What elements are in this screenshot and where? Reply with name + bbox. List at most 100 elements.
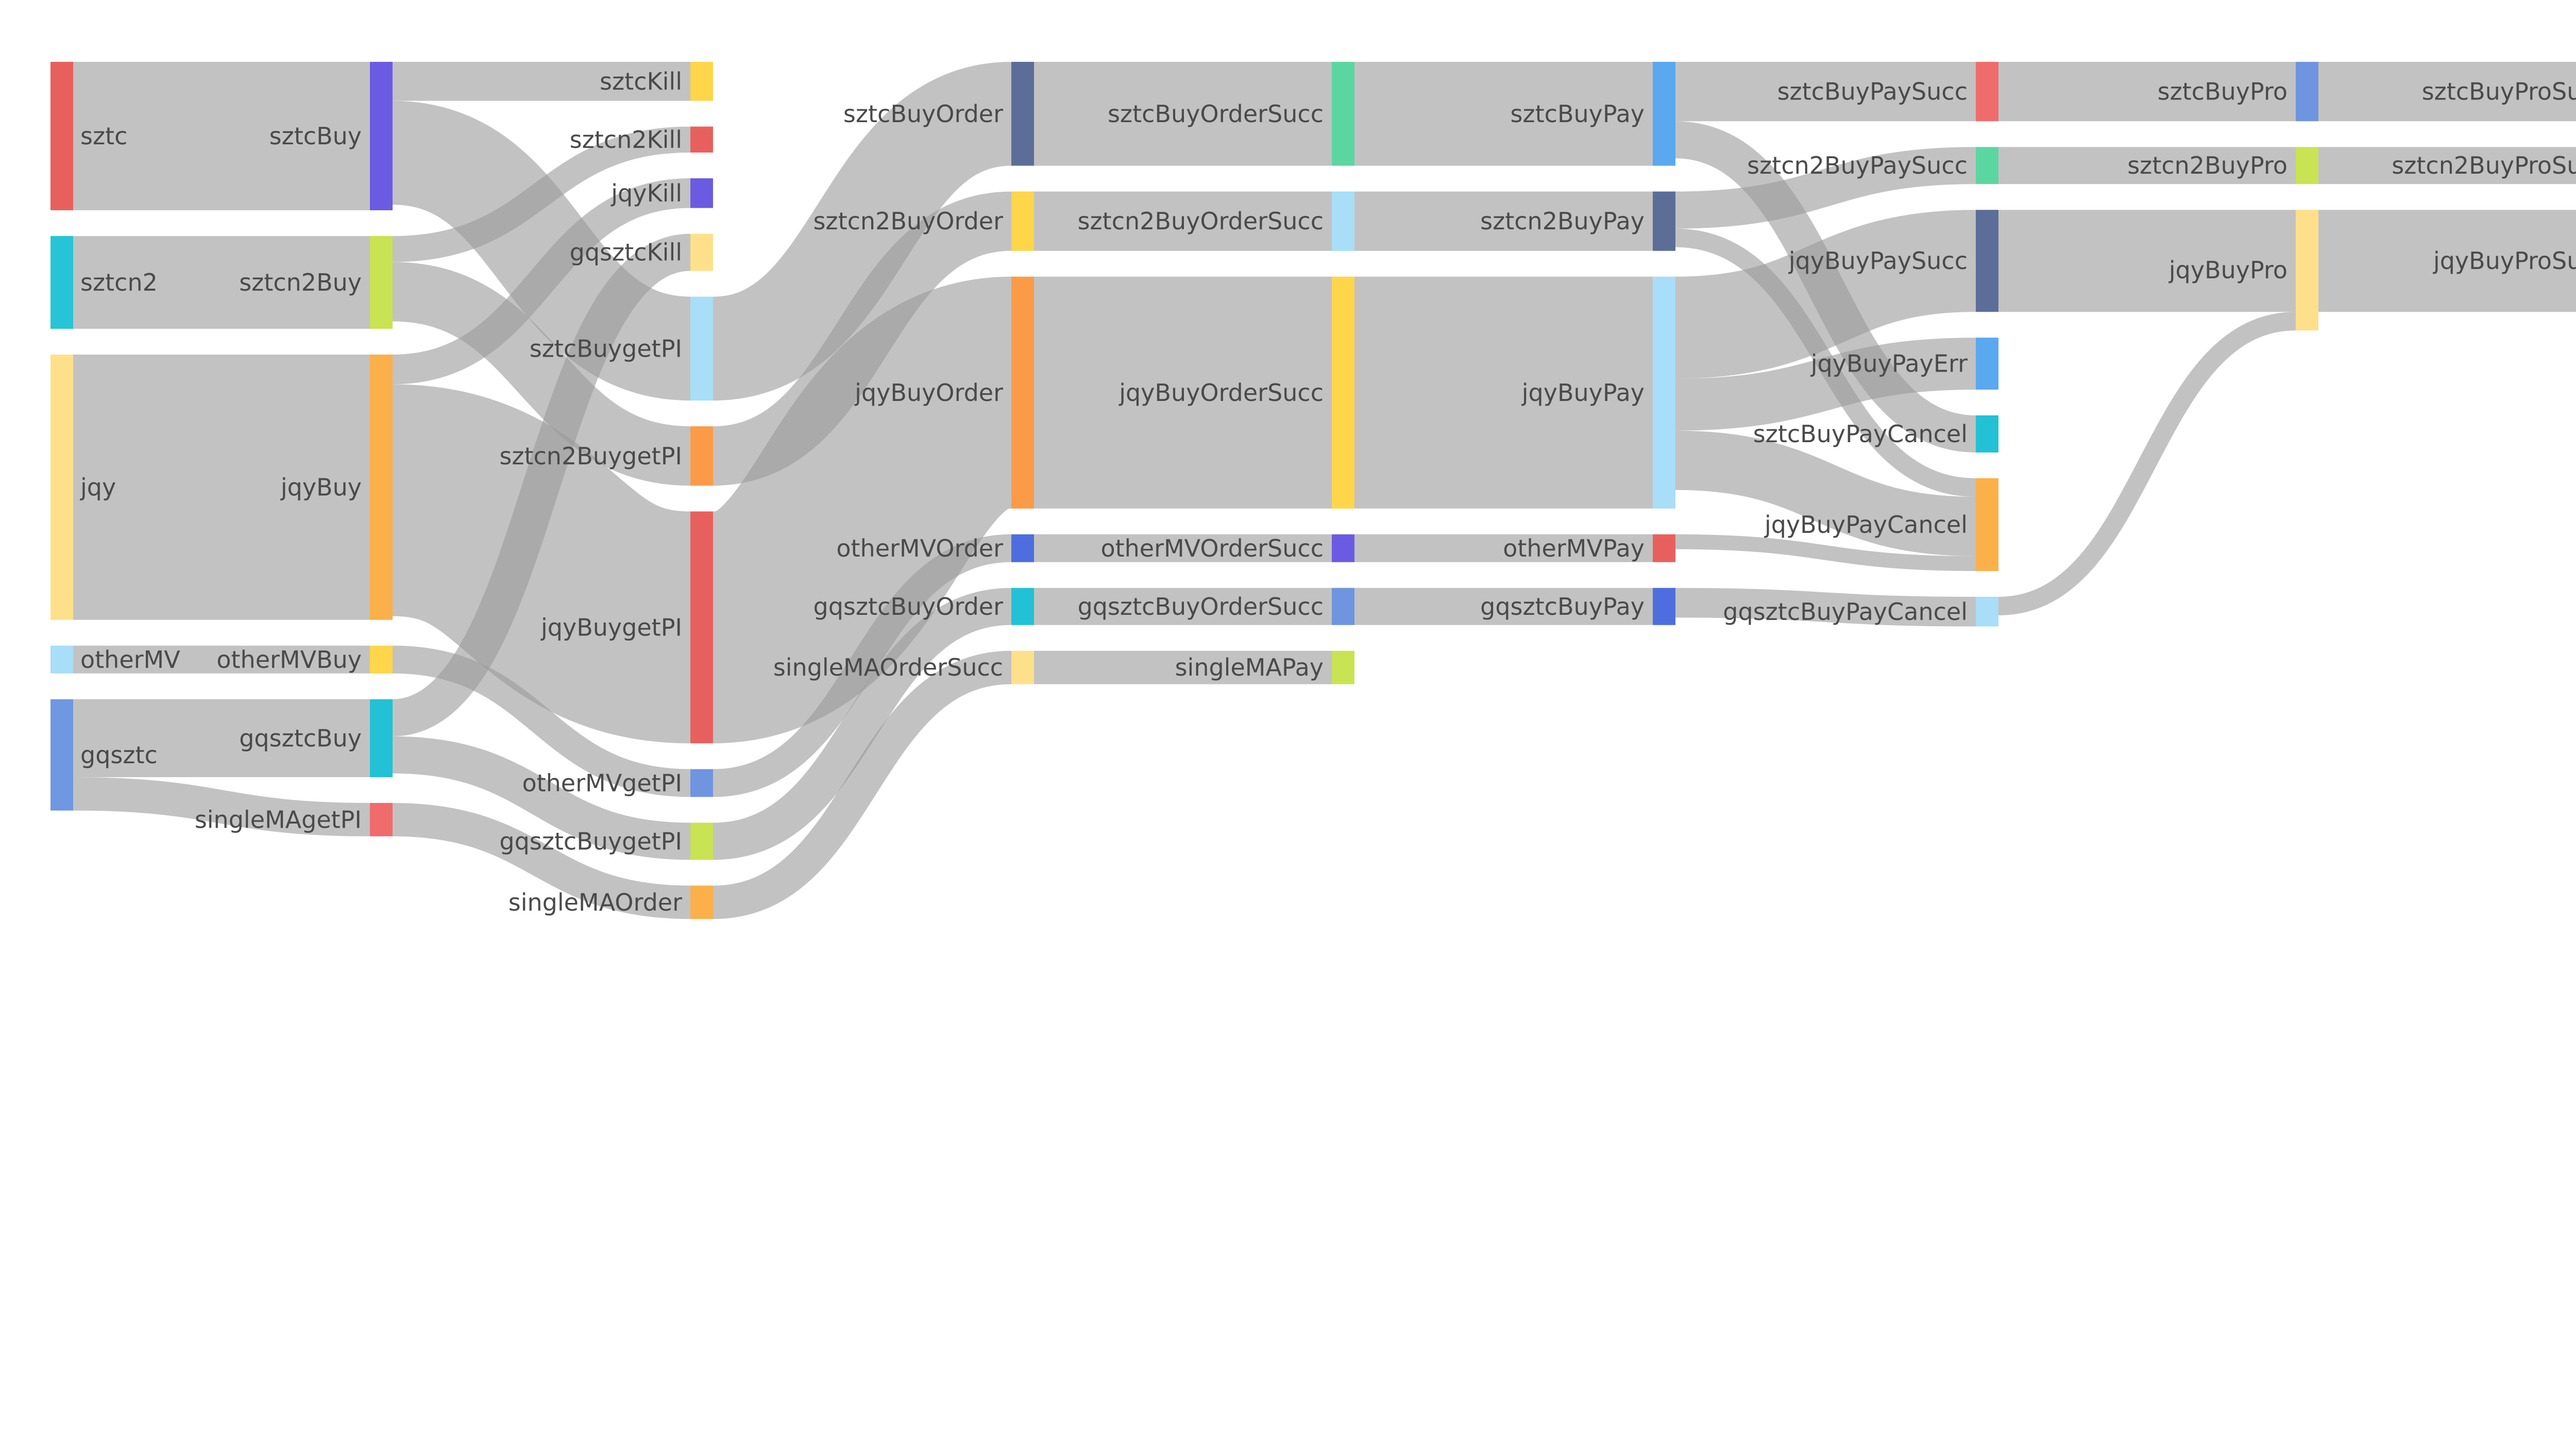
node-sztcn2BuyOrderSucc <box>1332 191 1354 251</box>
node-label-sztc: sztc <box>80 122 127 150</box>
node-label-sztcBuyPaySucc: sztcBuyPaySucc <box>1777 78 1968 106</box>
node-sztcBuyPay <box>1653 62 1675 166</box>
node-label-gqsztcBuyOrderSucc: gqsztcBuyOrderSucc <box>1078 593 1324 620</box>
link-jqyBuygetPI-to-jqyBuyOrder <box>707 276 1017 744</box>
node-label-gqsztcBuygetPI: gqsztcBuygetPI <box>499 827 682 855</box>
link-jqyBuy-to-jqyBuygetPI <box>389 384 694 744</box>
node-label-sztcBuyPayCancel: sztcBuyPayCancel <box>1753 420 1968 448</box>
node-gqsztcKill <box>690 233 713 271</box>
node-jqyBuyPro <box>2296 210 2318 331</box>
node-label-singleMAOrderSucc: singleMAOrderSucc <box>773 653 1003 681</box>
link-gqsztcBuygetPI-to-gqsztcBuyOrder <box>713 588 1012 860</box>
node-label-sztcBuyOrderSucc: sztcBuyOrderSucc <box>1108 100 1324 128</box>
node-singleMAgetPI <box>370 803 393 836</box>
node-label-jqyBuyPayCancel: jqyBuyPayCancel <box>1764 511 1968 539</box>
node-jqyBuygetPI <box>690 511 713 744</box>
node-otherMV <box>50 645 73 674</box>
sankey-links <box>73 61 2576 919</box>
node-gqsztcBuyOrderSucc <box>1332 588 1354 625</box>
node-gqsztcBuyOrder <box>1011 588 1034 625</box>
node-sztcBuyOrder <box>1011 62 1034 166</box>
link-sztcn2BuyPay-to-sztcn2BuyPaySucc <box>1675 147 1976 229</box>
sankey-labels: sztc sztcn2 jqy otherMV gqsztc sztcBuy sztcn2B… <box>80 68 2576 916</box>
node-jqyBuy <box>370 355 393 620</box>
node-jqyBuyOrderSucc <box>1332 276 1354 509</box>
link-gqsztc-to-singleMAgetPI <box>73 777 370 836</box>
node-label-sztcBuyPro: sztcBuyPro <box>2158 78 2287 106</box>
node-label-sztcBuygetPI: sztcBuygetPI <box>530 334 682 362</box>
link-otherMVgetPI-to-otherMVOrder <box>713 534 1012 797</box>
node-sztcn2BuyPay <box>1653 191 1675 251</box>
node-jqyBuyPay <box>1653 276 1675 509</box>
node-singleMAOrderSucc <box>1011 650 1034 684</box>
node-sztcBuygetPI <box>690 296 713 401</box>
link-gqsztcBuy-to-gqsztcKill <box>391 233 692 736</box>
node-sztcBuyOrderSucc <box>1332 62 1354 166</box>
node-sztcKill <box>690 62 713 101</box>
node-label-gqsztcBuy: gqsztcBuy <box>239 724 362 752</box>
node-label-jqyBuyPaySucc: jqyBuyPaySucc <box>1788 247 1968 275</box>
node-label-singleMAgetPI: singleMAgetPI <box>195 806 362 833</box>
node-sztcn2BuyPro <box>2296 147 2318 184</box>
node-label-gqsztcKill: gqsztcKill <box>570 239 682 266</box>
node-label-singleMAPay: singleMAPay <box>1175 653 1324 681</box>
node-gqsztcBuy <box>370 699 393 777</box>
node-sztcBuyPaySucc <box>1976 62 1998 122</box>
link-jqyBuyPay-to-jqyBuyPayErr <box>1675 338 1976 431</box>
node-label-sztcn2BuyOrder: sztcn2BuyOrder <box>813 207 1003 235</box>
node-sztcBuy <box>370 62 393 210</box>
node-label-jqyBuygetPI: jqyBuygetPI <box>540 613 682 641</box>
link-sztcn2Buy-to-sztcn2Kill <box>392 126 691 262</box>
node-label-jqyBuy: jqyBuy <box>280 473 362 501</box>
node-label-otherMVOrder: otherMVOrder <box>836 534 1003 562</box>
link-singleMAOrder-to-singleMAOrderSucc <box>713 650 1012 919</box>
node-jqyBuyPaySucc <box>1976 210 1998 312</box>
node-label-jqyBuyProSucc: jqyBuyProSucc <box>2433 247 2576 275</box>
node-label-sztcBuyPay: sztcBuyPay <box>1511 100 1645 128</box>
node-jqyBuyOrder <box>1011 276 1034 509</box>
node-label-gqsztcBuyOrder: gqsztcBuyOrder <box>814 593 1004 620</box>
node-label-otherMVPay: otherMVPay <box>1503 534 1645 562</box>
node-label-sztcn2: sztcn2 <box>80 269 158 296</box>
node-gqsztcBuyPay <box>1653 588 1675 625</box>
node-label-otherMV: otherMV <box>80 646 180 674</box>
link-sztcBuygetPI-to-sztcBuyOrder <box>710 62 1014 401</box>
node-label-sztcn2Kill: sztcn2Kill <box>570 126 682 154</box>
node-label-sztcn2BuyPro: sztcn2BuyPro <box>2127 152 2287 179</box>
node-jqyBuyPayCancel <box>1976 478 1998 571</box>
node-label-jqyBuyPayErr: jqyBuyPayErr <box>1810 350 1968 378</box>
node-label-jqyBuyOrderSucc: jqyBuyOrderSucc <box>1118 379 1324 407</box>
link-gqsztcBuyPay-to-gqsztcBuyPayCancel <box>1675 588 1976 627</box>
node-sztcBuyPro <box>2296 62 2318 122</box>
sankey-nodes <box>50 62 2318 919</box>
node-label-gqsztc: gqsztc <box>80 741 158 769</box>
link-otherMVPay-to-jqyBuyPayCancel <box>1675 534 1976 571</box>
node-otherMVgetPI <box>690 769 713 797</box>
node-singleMAPay <box>1332 650 1354 684</box>
node-label-otherMVgetPI: otherMVgetPI <box>522 769 682 797</box>
node-label-otherMVOrderSucc: otherMVOrderSucc <box>1100 534 1324 562</box>
link-sztcBuy-to-sztcBuygetPI <box>391 100 692 401</box>
node-label-gqsztcBuyPayCancel: gqsztcBuyPayCancel <box>1723 598 1968 626</box>
node-label-singleMAOrder: singleMAOrder <box>509 888 682 916</box>
node-jqyBuyPayErr <box>1976 338 1998 390</box>
link-gqsztcBuyPayCancel-to-jqyBuyPro <box>1998 312 2296 615</box>
node-label-sztcKill: sztcKill <box>600 68 682 95</box>
node-gqsztc <box>50 699 73 811</box>
link-gqsztcBuy-to-gqsztcBuygetPI <box>392 736 691 860</box>
node-jqy <box>50 355 73 620</box>
node-otherMVOrderSucc <box>1332 534 1354 562</box>
node-sztcn2BuyPaySucc <box>1976 147 1998 184</box>
node-label-otherMVBuy: otherMVBuy <box>216 646 362 674</box>
node-singleMAOrder <box>690 885 713 919</box>
node-label-sztcn2BuyPay: sztcn2BuyPay <box>1480 207 1645 235</box>
link-jqyBuyPay-to-jqyBuyPaySucc <box>1675 210 1976 379</box>
node-otherMVPay <box>1653 534 1675 562</box>
node-sztcn2BuyOrder <box>1011 191 1034 251</box>
node-label-sztcn2BuygetPI: sztcn2BuygetPI <box>499 442 682 470</box>
link-jqyBuyPay-to-jqyBuyPayCancel <box>1675 430 1976 557</box>
node-label-gqsztcBuyPay: gqsztcBuyPay <box>1480 593 1645 620</box>
node-sztcn2 <box>50 236 73 329</box>
node-otherMVOrder <box>1011 534 1034 562</box>
node-label-sztcn2Buy: sztcn2Buy <box>239 269 362 296</box>
